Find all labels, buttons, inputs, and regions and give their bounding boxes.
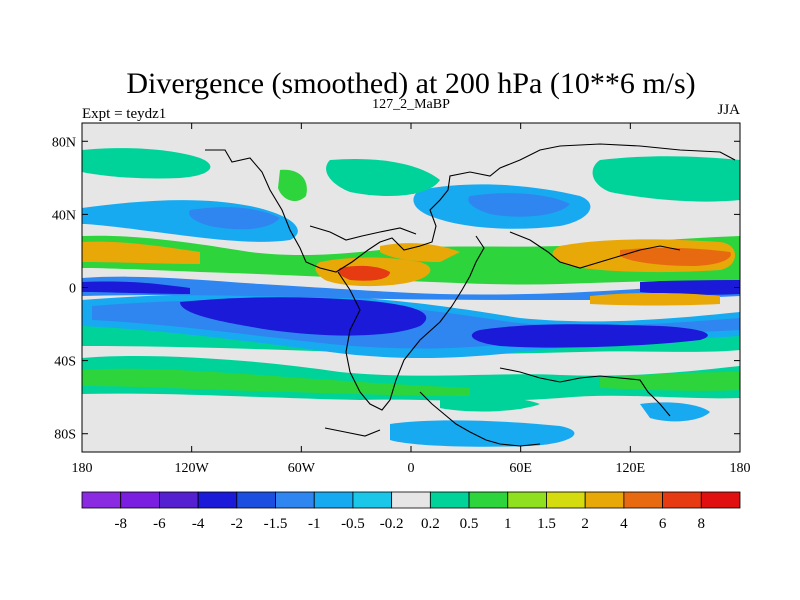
colorbar-label: 6: [659, 516, 667, 532]
field-tropical-orange-africa: [380, 243, 460, 262]
coastline-mediterranean: [309, 225, 417, 241]
field-equator-blue: [82, 276, 740, 300]
colorbar-label: -1.5: [264, 516, 288, 532]
colorbar-label: -8: [114, 516, 127, 532]
colorbar-label: -1: [308, 516, 321, 532]
field-equator-blue-core-east: [640, 278, 740, 295]
field-equator-blue-core: [82, 281, 190, 294]
colorbar-swatch: [507, 491, 547, 509]
colorbar-label: -0.2: [380, 516, 404, 532]
coastline-australia: [499, 367, 671, 417]
colorbar-swatch: [81, 491, 122, 509]
lon-tick-label: 60W: [288, 461, 316, 476]
colorbar-label: 2: [581, 516, 589, 532]
longitude-axis: 180 120W 60W 0 60E 120E 180: [72, 123, 751, 476]
lon-tick-label: 60E: [509, 461, 532, 476]
field-tropical-deeporange-east: [620, 247, 731, 266]
field-tropical-red-central: [338, 265, 390, 281]
colorbar-swatch: [623, 491, 663, 509]
field-north-green-west: [82, 148, 211, 179]
colorbar-swatch: [352, 491, 393, 509]
colorbar: -8 -6 -4 -2 -1.5 -1 -0.5 -0.2 0.2 0.5 1 1.5 2 4 6 8: [81, 491, 741, 532]
lon-tick-label: 0: [408, 461, 415, 476]
coastline-south-asia: [509, 231, 681, 269]
field-north-green-east: [592, 156, 740, 202]
lon-tick-label: 180: [72, 461, 93, 476]
lon-tick-label: 180: [730, 461, 751, 476]
colorbar-swatch: [468, 491, 509, 509]
field-south-green-blob: [440, 396, 540, 412]
colorbar-swatch: [120, 491, 160, 509]
colorbar-swatch: [429, 491, 470, 509]
divergence-field: [82, 148, 740, 447]
coastlines: [205, 143, 736, 447]
colorbar-label: 1.5: [537, 516, 556, 532]
plot-area: [82, 123, 740, 452]
colorbar-swatch: [662, 491, 702, 509]
field-north-green-patch: [278, 169, 307, 202]
latitude-axis: 80N 40N 0 40S 80S: [52, 135, 740, 443]
figure-title: Divergence (smoothed) at 200 hPa (10**6 …: [126, 67, 695, 100]
colorbar-label: 1: [504, 516, 512, 532]
colorbar-swatch: [275, 491, 315, 509]
colorbar-swatch: [546, 491, 586, 509]
field-south-green-core: [82, 368, 470, 396]
experiment-label: Expt = teydz1: [82, 106, 166, 122]
field-north-green-central: [326, 158, 440, 196]
lat-tick-label: 40N: [52, 208, 76, 223]
subtitle-label: 127_2_MaBP: [372, 97, 450, 112]
colorbar-label: 0.2: [421, 516, 440, 532]
colorbar-label: 4: [620, 516, 628, 532]
colorbar-swatch: [391, 491, 431, 509]
colorbar-swatch: [197, 491, 238, 509]
colorbar-swatch: [236, 491, 276, 509]
colorbar-swatch: [584, 491, 625, 509]
colorbar-label: -0.5: [341, 516, 365, 532]
coastline-south-america-africa: [337, 235, 485, 411]
lat-tick-label: 40S: [54, 355, 76, 370]
field-north-blue-west-core: [189, 207, 280, 230]
colorbar-label: -4: [192, 516, 205, 532]
coastline-antarctic-islands: [324, 427, 381, 437]
colorbar-swatch: [313, 491, 354, 509]
lat-tick-label: 0: [69, 282, 76, 297]
field-south-blue-blob-east: [640, 402, 710, 422]
lat-tick-label: 80N: [52, 135, 76, 150]
colorbar-swatch: [700, 491, 741, 509]
colorbar-label: 0.5: [460, 516, 479, 532]
lon-tick-label: 120E: [616, 461, 646, 476]
field-tropical-orange-west: [82, 241, 200, 264]
colorbar-label: -6: [153, 516, 166, 532]
lat-tick-label: 80S: [54, 428, 76, 443]
lon-tick-label: 120W: [175, 461, 210, 476]
coastline-south-africa-tail: [419, 391, 541, 447]
colorbar-label: -2: [231, 516, 244, 532]
field-south-green-core-east: [600, 372, 740, 391]
season-label: JJA: [717, 102, 740, 118]
colorbar-swatch: [159, 491, 199, 509]
field-north-blue-east-core: [468, 193, 570, 217]
coastline-north-american-eurasian: [205, 143, 736, 273]
field-equatorial-orange-east: [590, 293, 720, 306]
field-equatorial-blue-core-west: [180, 297, 427, 336]
field-south-blue-blob: [390, 420, 575, 447]
field-equatorial-blue-core-east: [471, 324, 708, 348]
colorbar-label: 8: [698, 516, 706, 532]
